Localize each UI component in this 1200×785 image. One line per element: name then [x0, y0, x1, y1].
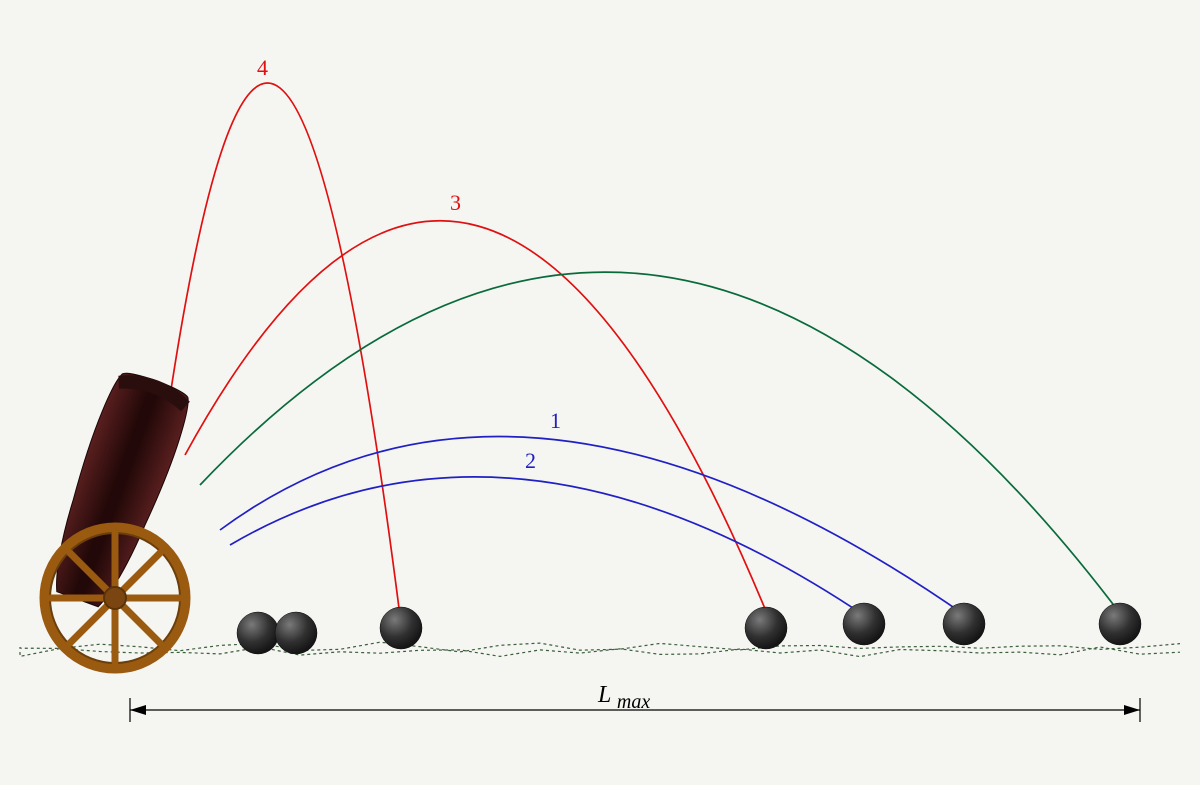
cannonball: [380, 607, 422, 649]
cannonball: [745, 607, 787, 649]
trajectory-t4: [165, 83, 400, 616]
trajectory-t2: [230, 477, 865, 616]
cannonball: [1099, 603, 1141, 645]
cannonball: [275, 612, 317, 654]
trajectory-label-t2: 2: [525, 448, 536, 473]
cannon: [39, 366, 197, 668]
dimension-lmax: [130, 698, 1140, 722]
cannonball: [843, 603, 885, 645]
ground-line: [20, 642, 1180, 656]
trajectory-tg: [200, 272, 1122, 616]
projectile-diagram: 4 3 12: [0, 0, 1200, 785]
trajectories: 4 3 12: [165, 55, 1122, 616]
trajectory-label-t1: 1: [550, 408, 561, 433]
cannonball: [943, 603, 985, 645]
cannon-wheel: [45, 528, 185, 668]
trajectory-label-t4: 4: [257, 55, 268, 80]
cannonball: [237, 612, 279, 654]
trajectory-label-t3: 3: [450, 190, 461, 215]
trajectory-t1: [220, 437, 966, 616]
